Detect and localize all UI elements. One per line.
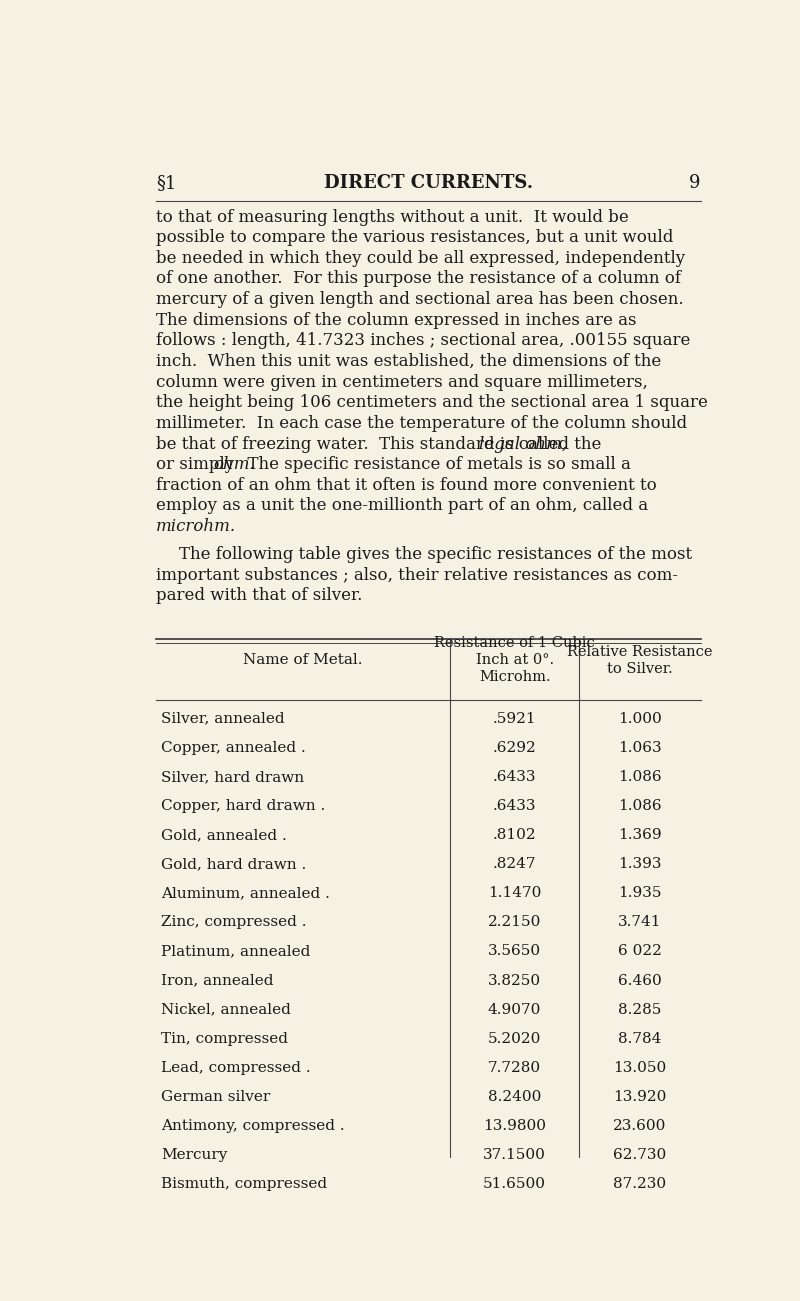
Text: 3.8250: 3.8250 — [488, 973, 541, 987]
Text: 8.285: 8.285 — [618, 1003, 662, 1016]
Text: millimeter.  In each case the temperature of the column should: millimeter. In each case the temperature… — [156, 415, 687, 432]
Text: Iron, annealed: Iron, annealed — [162, 973, 274, 987]
Text: to Silver.: to Silver. — [607, 662, 673, 675]
Text: Name of Metal.: Name of Metal. — [243, 653, 362, 667]
Text: 6.460: 6.460 — [618, 973, 662, 987]
Text: of one another.  For this purpose the resistance of a column of: of one another. For this purpose the res… — [156, 271, 681, 288]
Text: .8247: .8247 — [493, 857, 536, 872]
Text: possible to compare the various resistances, but a unit would: possible to compare the various resistan… — [156, 229, 673, 246]
Text: column were given in centimeters and square millimeters,: column were given in centimeters and squ… — [156, 373, 648, 390]
Text: legal ohm,: legal ohm, — [478, 436, 567, 453]
Text: 1.935: 1.935 — [618, 886, 662, 900]
Text: 62.730: 62.730 — [613, 1149, 666, 1162]
Text: Silver, annealed: Silver, annealed — [162, 712, 285, 726]
Text: Bismuth, compressed: Bismuth, compressed — [162, 1177, 327, 1192]
Text: Aluminum, annealed .: Aluminum, annealed . — [162, 886, 330, 900]
Text: 4.9070: 4.9070 — [488, 1003, 542, 1016]
Text: 1.393: 1.393 — [618, 857, 662, 872]
Text: ohm.: ohm. — [214, 457, 255, 474]
Text: the height being 106 centimeters and the sectional area 1 square: the height being 106 centimeters and the… — [156, 394, 708, 411]
Text: 23.600: 23.600 — [613, 1119, 666, 1133]
Text: 5.2020: 5.2020 — [488, 1032, 542, 1046]
Text: Relative Resistance: Relative Resistance — [567, 644, 713, 658]
Text: to that of measuring lengths without a unit.  It would be: to that of measuring lengths without a u… — [156, 208, 629, 225]
Text: The specific resistance of metals is so small a: The specific resistance of metals is so … — [237, 457, 630, 474]
Text: 7.7280: 7.7280 — [488, 1060, 541, 1075]
Text: Nickel, annealed: Nickel, annealed — [162, 1003, 291, 1016]
Text: 1.000: 1.000 — [618, 712, 662, 726]
Text: microhm.: microhm. — [156, 518, 236, 535]
Text: 87.230: 87.230 — [614, 1177, 666, 1192]
Text: pared with that of silver.: pared with that of silver. — [156, 587, 362, 604]
Text: Inch at 0°.: Inch at 0°. — [475, 653, 554, 667]
Text: Gold, hard drawn .: Gold, hard drawn . — [162, 857, 306, 872]
Text: 8.2400: 8.2400 — [488, 1090, 542, 1105]
Text: mercury of a given length and sectional area has been chosen.: mercury of a given length and sectional … — [156, 291, 683, 308]
Text: Silver, hard drawn: Silver, hard drawn — [162, 770, 304, 783]
Text: 8.784: 8.784 — [618, 1032, 662, 1046]
Text: employ as a unit the one-millionth part of an ohm, called a: employ as a unit the one-millionth part … — [156, 497, 648, 514]
Text: 3.741: 3.741 — [618, 916, 662, 929]
Text: .5921: .5921 — [493, 712, 537, 726]
Text: Mercury: Mercury — [162, 1149, 227, 1162]
Text: .6292: .6292 — [493, 740, 537, 755]
Text: 1.063: 1.063 — [618, 740, 662, 755]
Text: Copper, annealed .: Copper, annealed . — [162, 740, 306, 755]
Text: German silver: German silver — [162, 1090, 270, 1105]
Text: Zinc, compressed .: Zinc, compressed . — [162, 916, 306, 929]
Text: 1.086: 1.086 — [618, 770, 662, 783]
Text: .8102: .8102 — [493, 827, 537, 842]
Text: 2.2150: 2.2150 — [488, 916, 542, 929]
Text: fraction of an ohm that it often is found more convenient to: fraction of an ohm that it often is foun… — [156, 477, 657, 494]
Text: Antimony, compressed .: Antimony, compressed . — [162, 1119, 345, 1133]
Text: 9: 9 — [689, 174, 701, 193]
Text: 1.369: 1.369 — [618, 827, 662, 842]
Text: or simply: or simply — [156, 457, 239, 474]
Text: The dimensions of the column expressed in inches are as: The dimensions of the column expressed i… — [156, 312, 636, 329]
Text: Gold, annealed .: Gold, annealed . — [162, 827, 287, 842]
Text: important substances ; also, their relative resistances as com-: important substances ; also, their relat… — [156, 567, 678, 584]
Text: be needed in which they could be all expressed, independently: be needed in which they could be all exp… — [156, 250, 685, 267]
Text: 13.9800: 13.9800 — [483, 1119, 546, 1133]
Text: 51.6500: 51.6500 — [483, 1177, 546, 1192]
Text: .6433: .6433 — [493, 799, 536, 813]
Text: Copper, hard drawn .: Copper, hard drawn . — [162, 799, 326, 813]
Text: DIRECT CURRENTS.: DIRECT CURRENTS. — [324, 174, 533, 193]
Text: §1: §1 — [156, 174, 176, 193]
Text: follows : length, 41.7323 inches ; sectional area, .00155 square: follows : length, 41.7323 inches ; secti… — [156, 332, 690, 350]
Text: Lead, compressed .: Lead, compressed . — [162, 1060, 311, 1075]
Text: 13.920: 13.920 — [613, 1090, 666, 1105]
Text: Microhm.: Microhm. — [479, 670, 550, 684]
Text: inch.  When this unit was established, the dimensions of the: inch. When this unit was established, th… — [156, 353, 661, 369]
Text: Resistance of 1 Cubic: Resistance of 1 Cubic — [434, 636, 595, 650]
Text: 1.1470: 1.1470 — [488, 886, 542, 900]
Text: 6 022: 6 022 — [618, 945, 662, 959]
Text: 37.1500: 37.1500 — [483, 1149, 546, 1162]
Text: The following table gives the specific resistances of the most: The following table gives the specific r… — [179, 546, 692, 563]
Text: be that of freezing water.  This standard is called the: be that of freezing water. This standard… — [156, 436, 606, 453]
Text: 13.050: 13.050 — [613, 1060, 666, 1075]
Text: 3.5650: 3.5650 — [488, 945, 541, 959]
Text: Platinum, annealed: Platinum, annealed — [162, 945, 310, 959]
Text: .6433: .6433 — [493, 770, 536, 783]
Text: Tin, compressed: Tin, compressed — [162, 1032, 288, 1046]
Text: 1.086: 1.086 — [618, 799, 662, 813]
